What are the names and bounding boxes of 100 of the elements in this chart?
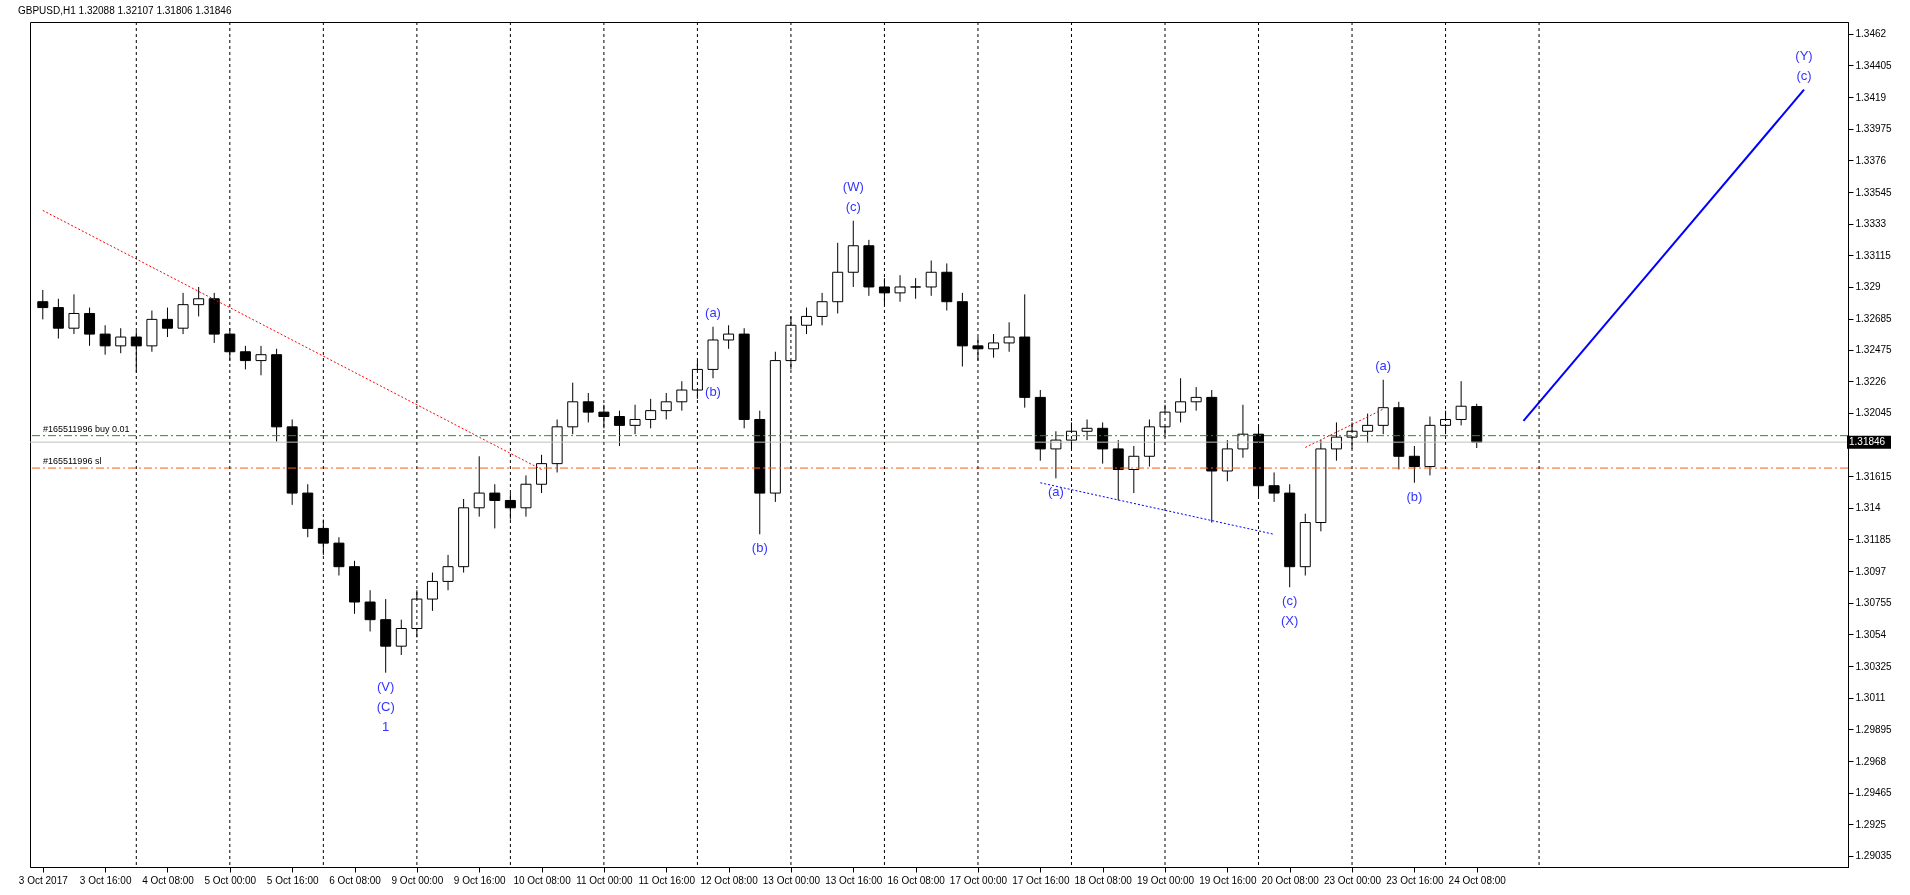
x-tick-label: 11 Oct 00:00 [576,874,634,886]
y-tick-label: 1.3226 [1855,375,1887,387]
x-tick-label: 13 Oct 00:00 [762,874,821,886]
annotation: (c) [845,198,861,214]
x-tick-label: 3 Oct 2017 [18,874,69,886]
annotation: (C) [376,698,395,714]
candlestick [1377,379,1389,435]
x-tick-label: 19 Oct 00:00 [1136,874,1195,886]
candlestick [1408,445,1420,484]
x-tick-label: 17 Oct 00:00 [949,874,1008,886]
candlestick [910,277,922,300]
candlestick [364,589,376,632]
candlestick [676,380,688,412]
x-tick-label: 24 Oct 08:00 [1448,874,1507,886]
y-tick-label: 1.2968 [1855,755,1887,767]
candlestick [660,392,672,420]
candlestick [473,455,485,518]
x-tick-label: 18 Oct 08:00 [1074,874,1133,886]
annotation: (Y) [1795,47,1813,63]
candlestick [1128,445,1140,494]
candlestick [1362,413,1374,444]
annotation: (a) [705,304,721,320]
candlestick [988,333,1000,359]
candlestick [99,324,111,356]
y-tick-label: 1.34405 [1855,59,1893,71]
y-tick-label: 1.29035 [1855,850,1893,862]
candlestick [1112,439,1124,501]
x-tick-label: 17 Oct 16:00 [1012,874,1070,886]
candlestick [1455,380,1467,426]
y-tick-label: 1.33545 [1855,186,1893,198]
x-tick-label: 11 Oct 16:00 [638,874,696,886]
y-tick-label: 1.32475 [1855,344,1893,356]
annotation: (W) [842,178,864,194]
y-tick-label: 1.33115 [1855,249,1892,261]
candlestick [1190,386,1202,412]
candlestick [1221,439,1233,482]
y-tick-label: 1.30325 [1855,660,1893,672]
annotation: (c) [1796,67,1812,83]
x-tick-label: 4 Oct 08:00 [142,874,195,886]
candlestick [1268,471,1280,503]
annotation: (V) [377,678,395,694]
y-tick-label: 1.29895 [1855,723,1893,735]
candlestick [613,410,625,447]
annotation: (b) [1406,488,1423,504]
candlestick [1175,377,1187,423]
candlestick [925,259,937,297]
x-tick-label: 16 Oct 08:00 [887,874,946,886]
y-tick-label: 1.3333 [1855,218,1887,230]
candlestick [68,293,80,335]
y-tick-label: 1.30755 [1855,597,1893,609]
x-tick-label: 9 Oct 16:00 [453,874,506,886]
candlestick [723,324,735,350]
y-tick-label: 1.33975 [1855,123,1893,135]
candlestick [193,286,205,317]
y-tick-label: 1.32685 [1855,313,1893,325]
y-tick-label: 1.32045 [1855,407,1893,419]
annotation: (a) [1375,357,1392,373]
x-tick-label: 12 Oct 08:00 [700,874,759,886]
x-tick-label: 5 Oct 16:00 [266,874,319,886]
candlestick [84,307,96,347]
candlestick [489,483,501,529]
candlestick [52,298,64,340]
annotation: (a) [1047,484,1064,500]
candlestick [629,404,641,435]
candlestick [1081,418,1093,441]
candlestick [520,474,532,518]
candlestick [177,292,189,335]
x-tick-label: 20 Oct 08:00 [1261,874,1320,886]
y-tick-label: 1.314 [1855,502,1881,514]
x-tick-label: 9 Oct 00:00 [391,874,444,886]
y-tick-label: 1.31615 [1855,470,1893,482]
ref-line-label: #165511996 sl [43,456,102,467]
candlestick [37,289,49,320]
y-tick-label: 1.29465 [1855,787,1893,799]
x-tick-label: 23 Oct 00:00 [1323,874,1382,886]
annotation: 1 [382,718,390,734]
y-tick-label: 1.3054 [1855,628,1887,640]
candlestick [801,307,813,335]
x-tick-label: 19 Oct 16:00 [1199,874,1257,886]
candlestick [161,307,173,338]
ref-line-label: 1.31846 [1849,436,1886,448]
y-tick-label: 1.3011 [1855,692,1886,704]
y-tick-label: 1.3097 [1855,565,1887,577]
candlestick [426,572,438,612]
y-tick-label: 1.3462 [1855,28,1887,40]
x-tick-label: 6 Oct 08:00 [329,874,382,886]
candlestick [442,554,454,591]
ref-line-label: #165511996 buy 0.01 [43,423,130,434]
candlestick [582,392,594,423]
y-tick-label: 1.329 [1855,281,1881,293]
x-tick-label: 10 Oct 08:00 [513,874,572,886]
candlestick [816,292,828,326]
x-tick-label: 3 Oct 16:00 [79,874,132,886]
x-tick-label: 23 Oct 16:00 [1386,874,1444,886]
y-tick-label: 1.2925 [1855,818,1887,830]
candlestick [1003,321,1015,353]
candlestick [115,327,127,354]
candlestick [894,274,906,303]
candlestick [536,454,548,494]
x-tick-label: 5 Oct 00:00 [204,874,257,886]
